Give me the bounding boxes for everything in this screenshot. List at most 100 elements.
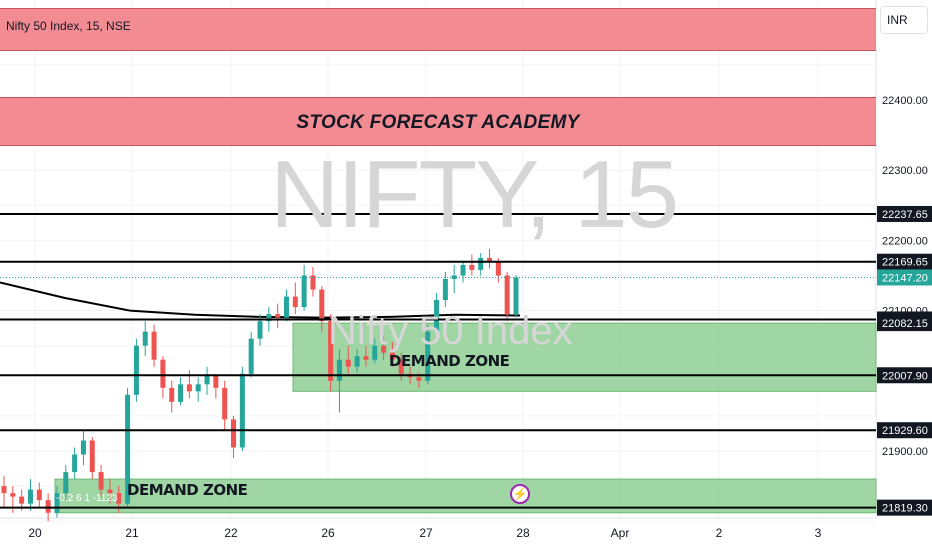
candle-body: [442, 279, 448, 301]
candle-body: [178, 384, 184, 402]
candle-body: [487, 257, 493, 262]
candle-body: [372, 345, 378, 360]
candle-body: [10, 493, 16, 497]
candle-body: [204, 375, 210, 385]
candle-body: [239, 373, 245, 448]
time-tick-label: 28: [516, 526, 530, 540]
candle-body: [434, 300, 440, 332]
candle-body: [231, 419, 237, 448]
price-tick-label: 22300.00: [882, 165, 928, 177]
candle-body: [425, 331, 431, 381]
candle-body: [125, 394, 131, 504]
time-axis[interactable]: 20 21 22 26 27 28 Apr 2 3: [28, 526, 821, 540]
price-tick-label: 22200.00: [882, 235, 928, 247]
candle-body: [160, 359, 166, 388]
candle-body: [283, 296, 289, 318]
demand-zone-label-upper: DEMAND ZONE: [389, 352, 510, 370]
candle-body: [133, 345, 139, 395]
candle-body: [416, 377, 422, 381]
candle-body: [151, 331, 157, 360]
level-price-tag: [877, 205, 932, 222]
candle-body: [363, 356, 369, 360]
candle-body: [1, 486, 7, 494]
candle-body: [513, 277, 519, 315]
candle-body: [195, 384, 201, 392]
level-lines: [0, 212, 876, 509]
academy-banner-text: STOCK FORECAST ACADEMY: [296, 112, 580, 133]
current-price-label: 22147.20: [882, 272, 928, 284]
candle-body: [319, 289, 325, 322]
symbol-header-bar: Nifty 50 Index, 15, NSE: [0, 8, 876, 51]
candle-body: [45, 500, 51, 513]
level-price-tag: [877, 499, 932, 516]
candle-body: [19, 496, 25, 504]
level-price-label: 22082.15: [882, 318, 928, 330]
level-price-label: 21819.30: [882, 503, 928, 515]
candle-body: [169, 387, 175, 402]
candle-body: [451, 275, 457, 280]
time-tick-label: Apr: [611, 526, 630, 540]
candle-body: [54, 493, 60, 513]
price-axis[interactable]: 22400.0022300.0022200.0022100.0021900.00…: [877, 95, 932, 516]
price-tick-label: 21900.00: [882, 446, 928, 458]
grid-lines: [0, 0, 877, 522]
candle-body: [460, 264, 466, 276]
current-price-tag: [877, 269, 932, 286]
candle-body: [222, 387, 228, 420]
symbol-title[interactable]: Nifty 50 Index, 15, NSE: [6, 19, 131, 33]
candle-body: [257, 321, 263, 339]
candle-body: [381, 345, 387, 353]
level-price-tag: [877, 315, 932, 332]
level-price-label: 21929.60: [882, 425, 928, 437]
candle-body: [301, 275, 307, 308]
candle-body: [389, 352, 395, 360]
candle-body: [469, 264, 475, 270]
candle-body: [116, 493, 122, 504]
academy-banner: STOCK FORECAST ACADEMY: [0, 97, 876, 146]
indicator-readout: -0.2 6 1 -1123: [56, 493, 118, 504]
time-tick-label: 21: [125, 526, 139, 540]
candle-body: [142, 331, 148, 346]
level-price-label: 22237.65: [882, 209, 928, 221]
level-price-label: 22007.90: [882, 370, 928, 382]
level-price-tag: [877, 367, 932, 384]
candle-body: [328, 321, 334, 381]
candle-body: [80, 440, 86, 455]
time-tick-label: 20: [28, 526, 42, 540]
level-price-tag: [877, 253, 932, 270]
time-tick-label: 2: [716, 526, 723, 540]
level-price-tag: [877, 422, 932, 439]
currency-button[interactable]: INR: [880, 6, 928, 34]
candle-body: [345, 359, 351, 367]
candle-body: [89, 440, 95, 473]
level-price-label: 22169.65: [882, 257, 928, 269]
candle-body: [266, 314, 272, 322]
candle-body: [63, 472, 69, 494]
time-tick-label: 27: [419, 526, 433, 540]
candle-body: [72, 454, 78, 473]
time-tick-label: 26: [321, 526, 335, 540]
price-tick-label: 22400.00: [882, 95, 928, 107]
candle-body: [398, 359, 404, 374]
symbol-name-watermark: Nifty 50 Index: [328, 309, 573, 353]
time-tick-label: 22: [224, 526, 238, 540]
candle-body: [27, 489, 33, 504]
candle-body: [495, 261, 501, 276]
candle-body: [292, 296, 298, 308]
candle-body: [336, 359, 342, 381]
candle-body: [248, 338, 254, 374]
candle-body: [275, 314, 281, 318]
candle-body: [478, 257, 484, 270]
demand-zone-label-lower: DEMAND ZONE: [127, 481, 248, 499]
candle-body: [213, 375, 219, 388]
candle-body: [310, 275, 316, 290]
candle-body: [186, 384, 192, 392]
candle-body: [36, 489, 42, 501]
lightning-icon[interactable]: ⚡: [510, 484, 530, 504]
candle-body: [98, 472, 104, 490]
candlesticks: [1, 248, 519, 522]
symbol-watermark: NIFTY, 15: [270, 141, 679, 248]
candle-body: [504, 275, 510, 315]
candle-body: [107, 489, 113, 494]
